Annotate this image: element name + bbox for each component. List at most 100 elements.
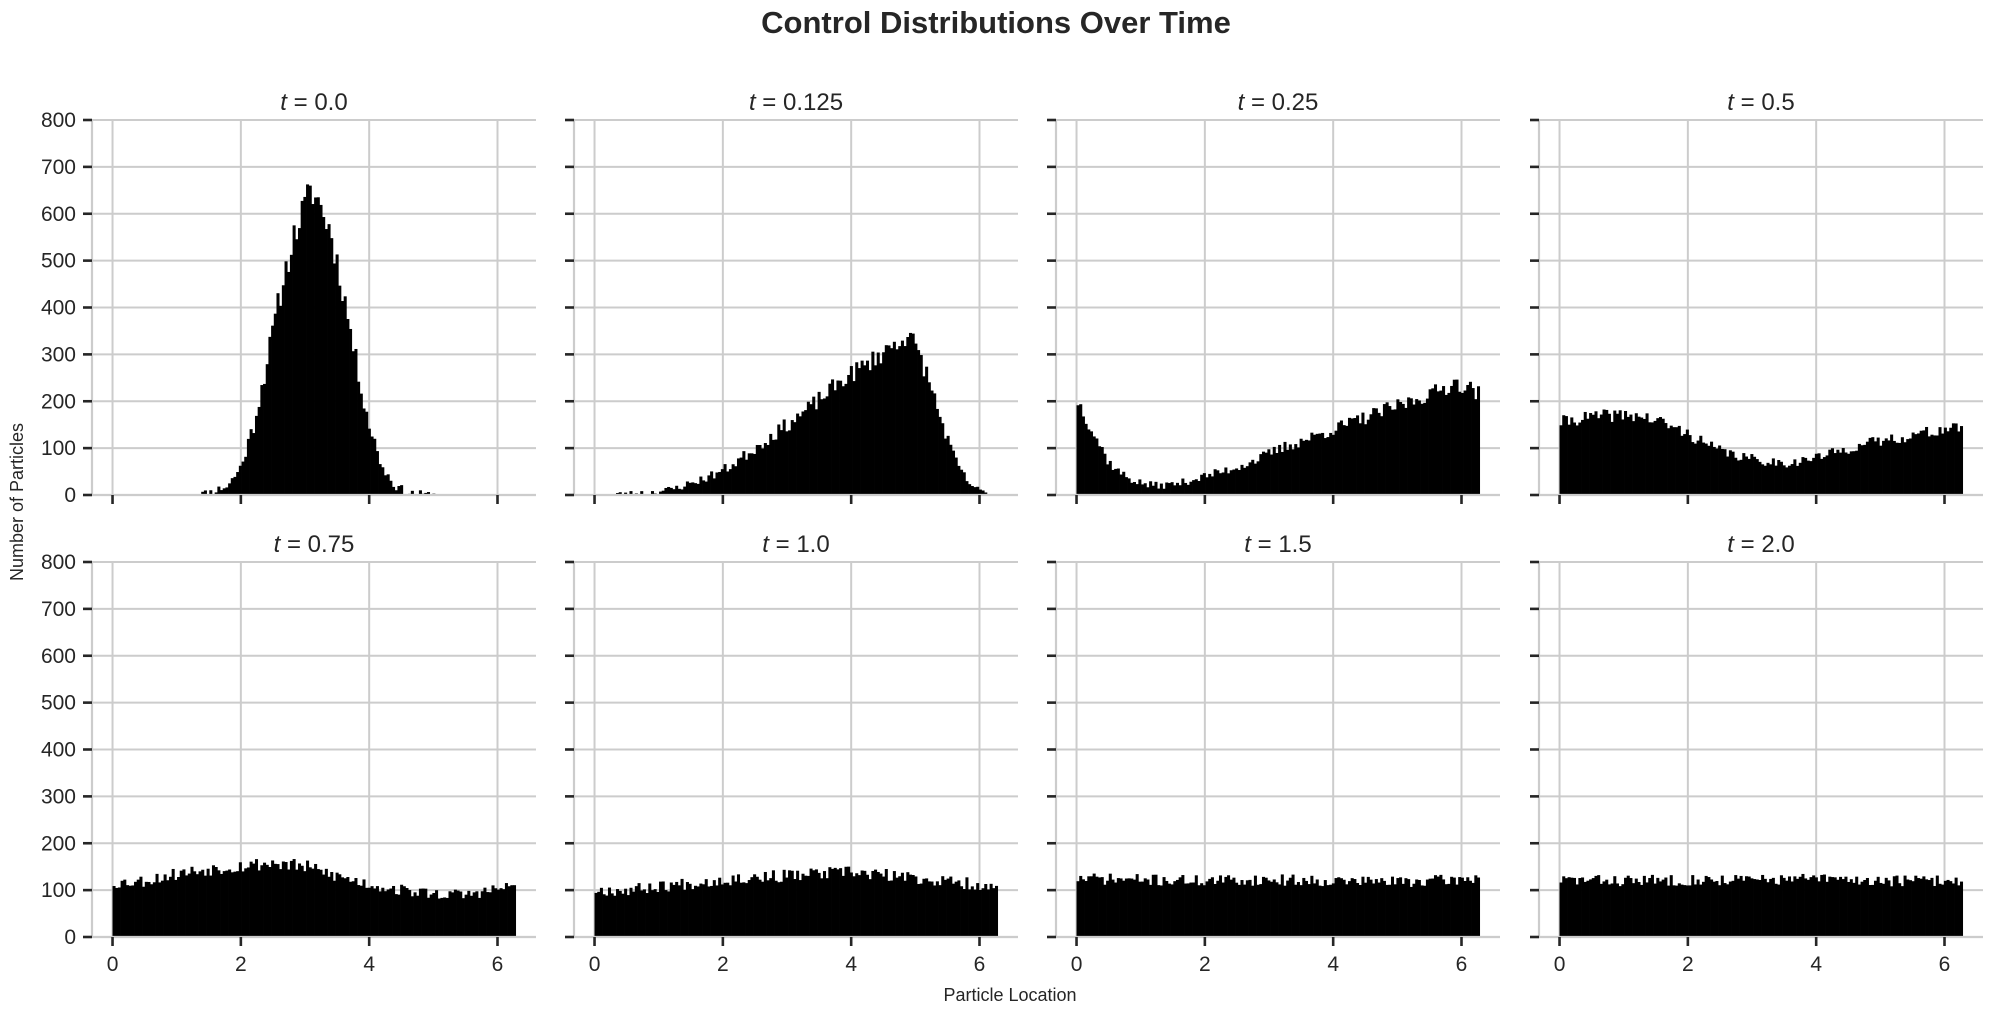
histogram-bar [782, 869, 786, 937]
histogram-bar [1310, 875, 1314, 937]
histogram-bar [1447, 883, 1451, 937]
histogram-bar [1852, 451, 1856, 495]
histogram-bar [246, 867, 250, 937]
histogram-bar [828, 867, 832, 937]
histogram-bar [693, 483, 698, 495]
histogram-bar [984, 492, 988, 495]
histogram-bar [1417, 400, 1421, 495]
histogram-bar [1380, 416, 1384, 495]
histogram-bar [812, 870, 816, 937]
histogram-bar [667, 486, 671, 495]
histogram-bar [1822, 457, 1826, 495]
histogram-bar [1927, 880, 1931, 937]
histogram-bar [1216, 470, 1220, 495]
histogram-bar [432, 892, 436, 937]
histogram-bar [1111, 879, 1115, 937]
histogram-bar [650, 491, 655, 495]
histogram-bar [882, 876, 886, 937]
histogram-bar [322, 217, 326, 495]
histogram-bar [383, 891, 388, 937]
histogram-bar [1650, 874, 1654, 937]
histogram-bar [351, 351, 355, 495]
x-tick-label: 6 [1456, 953, 1468, 976]
histogram-bar [494, 888, 498, 937]
histogram-bar [1726, 456, 1730, 495]
histogram-bar [246, 438, 250, 495]
histogram-bar [1817, 453, 1821, 495]
histogram-bar [1208, 878, 1212, 937]
histogram-bar [1108, 873, 1112, 937]
histogram-bar [249, 429, 253, 495]
histogram-bar [1237, 470, 1241, 495]
histogram-bar [448, 891, 452, 937]
y-tick-label: 600 [41, 203, 76, 226]
histogram-bar [1275, 453, 1279, 495]
histogram-bar [373, 438, 377, 495]
histogram-bar [693, 885, 698, 937]
histogram-bar [597, 891, 601, 937]
histogram-bar [1916, 878, 1921, 937]
histogram-bar [1205, 881, 1209, 937]
histogram-bar [1436, 876, 1440, 937]
histogram-bar [720, 884, 724, 937]
histogram-bar [871, 351, 875, 495]
histogram-bar [1680, 435, 1684, 495]
histogram-bar [1310, 432, 1314, 495]
histogram-bar [621, 893, 625, 937]
histogram-bar [1444, 884, 1448, 937]
histogram-bar [400, 884, 404, 937]
histogram-bar [365, 411, 369, 495]
histogram-bar [1377, 882, 1381, 937]
histogram-bar [1124, 477, 1128, 495]
histogram-bar [1814, 877, 1818, 937]
histogram-bar [1342, 879, 1346, 937]
histogram-bar [233, 476, 237, 495]
figure-title: Control Distributions Over Time [761, 5, 1231, 40]
histogram-bar [1715, 881, 1719, 937]
histogram-bar [930, 881, 934, 937]
histogram-bar [1337, 877, 1341, 937]
histogram-bar [400, 485, 404, 495]
histogram-bar [1186, 484, 1190, 495]
histogram-bar [1291, 449, 1295, 495]
histogram-bar [1763, 465, 1767, 495]
histogram-bar [793, 879, 797, 937]
histogram-bar [1084, 880, 1088, 937]
histogram-bar [214, 867, 218, 937]
histogram-bar [747, 453, 751, 495]
histogram-bar [228, 869, 232, 937]
x-tick-label: 0 [589, 953, 601, 976]
histogram-bar [1173, 881, 1177, 937]
histogram-bar [502, 889, 506, 937]
histogram-bar [1581, 419, 1585, 495]
histogram-bar [443, 897, 447, 937]
histogram-bar [911, 875, 915, 937]
histogram-bar [863, 870, 867, 937]
histogram-bar [750, 453, 754, 495]
histogram-bar [1763, 878, 1767, 937]
histogram-bar [1906, 879, 1910, 937]
histogram-bar [1624, 410, 1628, 495]
y-tick-label: 300 [41, 785, 76, 808]
x-tick-label: 6 [492, 953, 504, 976]
histogram-bar [892, 341, 896, 495]
histogram-bar [1251, 885, 1255, 937]
histogram-bar [1423, 885, 1427, 937]
histogram-bar [847, 374, 851, 495]
histogram-bar [831, 868, 835, 937]
histogram-bar [1084, 423, 1088, 495]
histogram-bar [1364, 424, 1368, 495]
histogram-bar [704, 481, 708, 495]
histogram-bar [1415, 399, 1419, 495]
histogram-bar [1321, 432, 1325, 495]
histogram-bar [144, 881, 148, 937]
histogram-bar [742, 451, 746, 495]
histogram-bar [405, 888, 409, 937]
histogram-bar [933, 885, 937, 937]
histogram-bar [734, 881, 738, 937]
histogram-bar [464, 894, 468, 937]
histogram-bar [201, 869, 205, 937]
histogram-bar [1106, 880, 1110, 937]
histogram-bar [287, 271, 291, 495]
histogram-bar [1151, 485, 1155, 495]
